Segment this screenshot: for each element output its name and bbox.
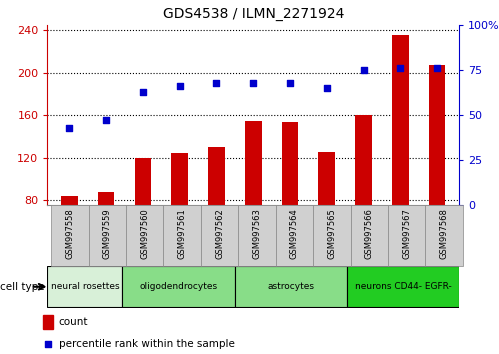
FancyBboxPatch shape	[347, 266, 459, 307]
Text: GSM997564: GSM997564	[290, 208, 299, 259]
Bar	[429, 65, 445, 205]
FancyBboxPatch shape	[51, 205, 89, 266]
Point	[176, 83, 184, 89]
FancyBboxPatch shape	[276, 205, 313, 266]
Text: GSM997560: GSM997560	[140, 208, 149, 259]
Bar	[208, 147, 225, 205]
Text: GSM997567: GSM997567	[402, 208, 411, 259]
FancyBboxPatch shape	[425, 205, 463, 266]
Point	[286, 80, 294, 85]
Text: GSM997565: GSM997565	[327, 208, 336, 259]
Point	[250, 80, 257, 85]
Text: percentile rank within the sample: percentile rank within the sample	[59, 339, 235, 349]
FancyBboxPatch shape	[313, 205, 350, 266]
FancyBboxPatch shape	[47, 266, 122, 307]
Point	[213, 80, 221, 85]
Point	[44, 341, 52, 347]
FancyBboxPatch shape	[89, 205, 126, 266]
Point	[433, 65, 441, 71]
Point	[139, 89, 147, 95]
Text: count: count	[59, 317, 88, 327]
Point	[396, 65, 404, 71]
Text: GSM997561: GSM997561	[178, 208, 187, 259]
Bar	[98, 192, 114, 205]
FancyBboxPatch shape	[201, 205, 239, 266]
Bar	[318, 152, 335, 205]
FancyBboxPatch shape	[164, 205, 201, 266]
Text: neurons CD44- EGFR-: neurons CD44- EGFR-	[355, 282, 451, 291]
FancyBboxPatch shape	[235, 266, 347, 307]
Text: cell type: cell type	[0, 282, 45, 292]
Point	[102, 118, 110, 123]
FancyBboxPatch shape	[239, 205, 276, 266]
FancyBboxPatch shape	[388, 205, 425, 266]
Bar	[172, 153, 188, 205]
FancyBboxPatch shape	[122, 266, 235, 307]
Bar	[61, 196, 78, 205]
Bar	[135, 158, 151, 205]
Bar	[282, 122, 298, 205]
Text: GSM997566: GSM997566	[365, 208, 374, 259]
Text: oligodendrocytes: oligodendrocytes	[139, 282, 218, 291]
FancyBboxPatch shape	[350, 205, 388, 266]
Text: neural rosettes: neural rosettes	[50, 282, 119, 291]
Text: GSM997559: GSM997559	[103, 208, 112, 259]
Text: astrocytes: astrocytes	[267, 282, 314, 291]
FancyBboxPatch shape	[126, 205, 164, 266]
Bar	[245, 121, 261, 205]
Point	[323, 85, 331, 91]
Text: GSM997563: GSM997563	[252, 208, 261, 259]
Title: GDS4538 / ILMN_2271924: GDS4538 / ILMN_2271924	[163, 7, 344, 21]
Text: GSM997568: GSM997568	[440, 208, 449, 259]
Text: GSM997558: GSM997558	[65, 208, 74, 259]
Point	[65, 125, 73, 131]
Text: GSM997562: GSM997562	[215, 208, 224, 259]
Bar	[392, 35, 409, 205]
Point	[359, 67, 367, 73]
Bar	[43, 315, 53, 329]
Bar	[355, 115, 372, 205]
